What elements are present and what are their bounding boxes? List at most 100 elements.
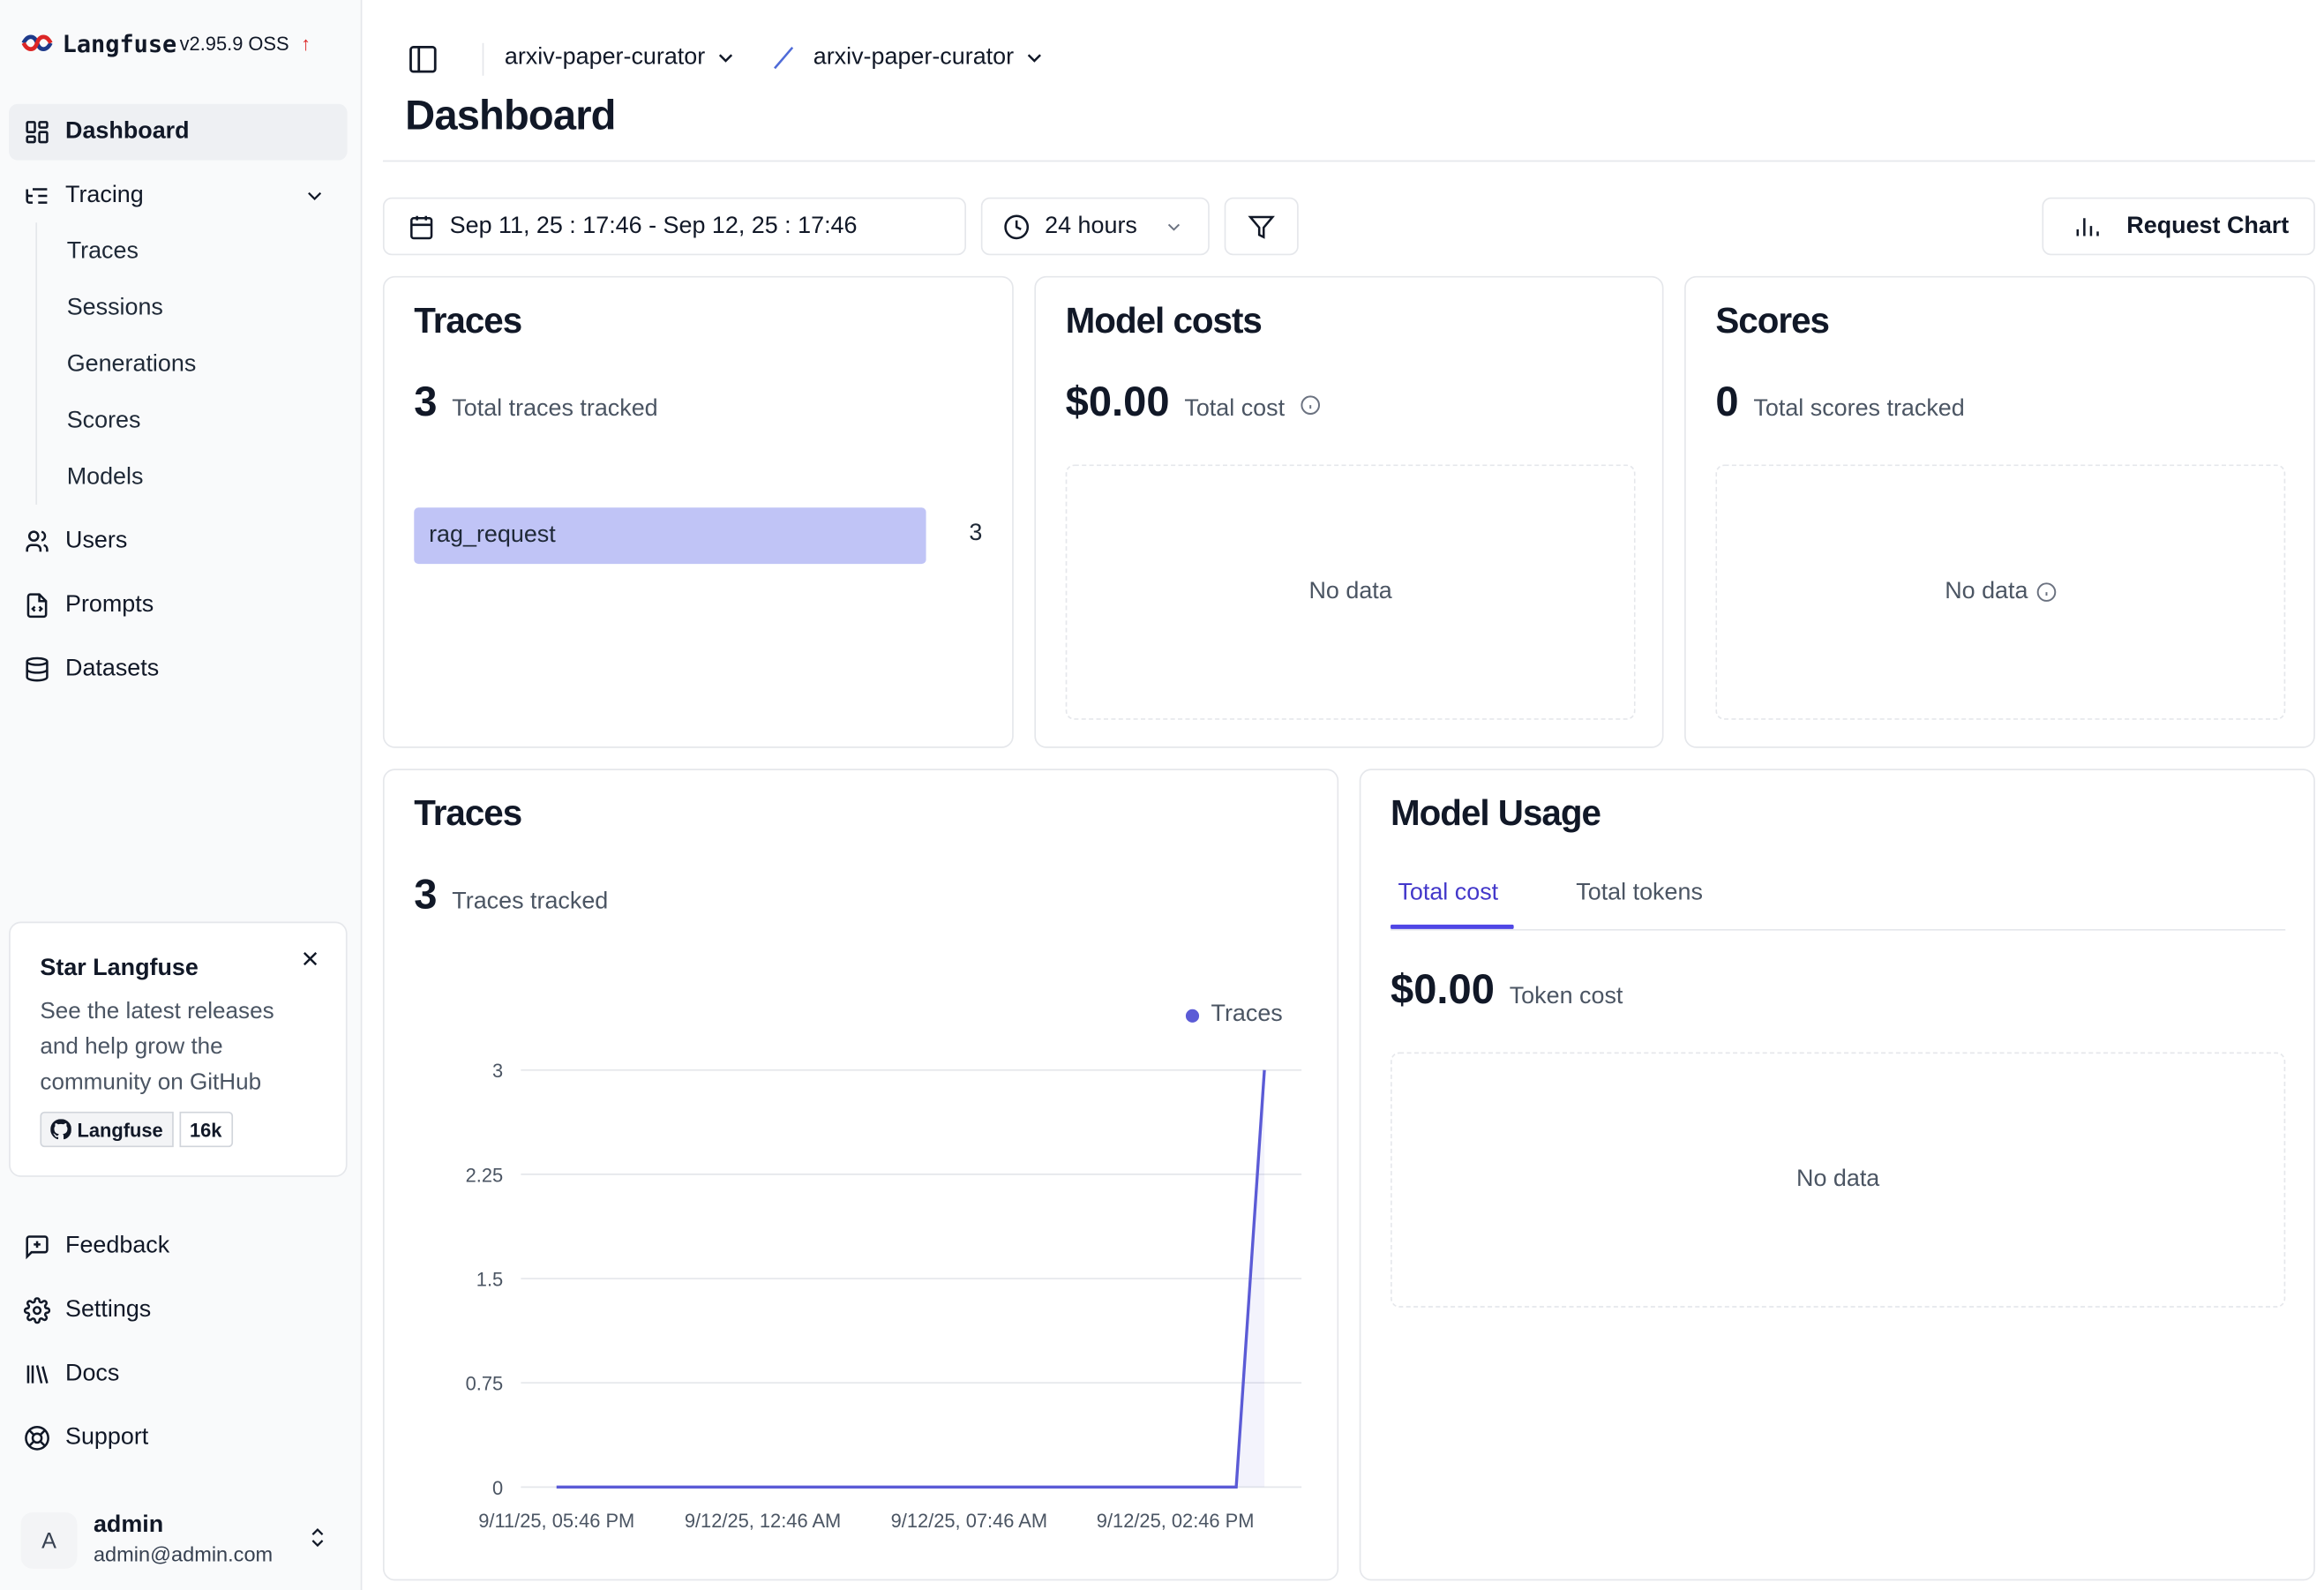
file-code-icon — [26, 593, 48, 619]
y-tick-label: 3 — [492, 1060, 503, 1082]
sidebar-item-users[interactable]: Users — [9, 514, 347, 570]
github-label[interactable]: Langfuse — [40, 1111, 174, 1148]
model-usage-metric: $0.00 Token cost — [1391, 966, 1623, 1014]
breadcrumb-project[interactable]: arxiv-paper-curator — [813, 44, 1046, 71]
settings-icon — [23, 1297, 51, 1324]
user-email: admin@admin.com — [93, 1541, 274, 1566]
traces-line-chart[interactable]: 0 0.75 1.5 2.25 3 9/11/25, 05:46 PM 9/12/25, 1… — [385, 770, 1338, 1579]
sidebar-item-label: Feedback — [65, 1233, 170, 1259]
list-tree-icon — [26, 188, 48, 204]
model-costs-metric: $0.00 Total cost — [1066, 379, 1321, 426]
tab-total-cost[interactable]: Total cost — [1398, 880, 1499, 906]
sidebar-item-models[interactable]: Models — [66, 464, 144, 491]
sidebar-item-datasets[interactable]: Datasets — [9, 641, 347, 698]
trace-name: rag_request — [429, 522, 556, 548]
app-name: Langfuse — [62, 28, 177, 57]
sidebar-item-docs[interactable]: Docs — [9, 1346, 347, 1403]
submenu-rail — [35, 222, 38, 505]
metric-value: $0.00 — [1391, 965, 1495, 1013]
metric-label: Total cost — [1184, 396, 1286, 422]
app-version: v2.95.9 OSS — [179, 32, 289, 55]
tab-total-tokens[interactable]: Total tokens — [1576, 880, 1703, 906]
x-tick-label: 9/11/25, 05:46 PM — [478, 1510, 634, 1532]
period-value: 24 hours — [1045, 213, 1137, 238]
metric-label: Token cost — [1509, 984, 1623, 1009]
sidebar-item-label: Users — [65, 528, 128, 554]
message-plus-icon — [26, 1235, 49, 1260]
info-icon[interactable] — [1300, 394, 1321, 416]
model-usage-card: Model Usage Total cost Total tokens $0.0… — [1359, 769, 2315, 1581]
sidebar-item-label: Datasets — [65, 656, 160, 682]
user-name: admin — [93, 1511, 164, 1538]
sidebar-item-sessions[interactable]: Sessions — [66, 295, 163, 321]
metric-label: Traces tracked — [452, 889, 609, 915]
sidebar-item-label: Prompts — [65, 592, 154, 618]
clock-icon — [1004, 214, 1030, 239]
sidebar-item-dashboard[interactable]: Dashboard — [9, 103, 348, 161]
github-star-button[interactable]: Langfuse 16k — [40, 1111, 233, 1148]
sidebar-item-settings[interactable]: Settings — [9, 1282, 347, 1339]
period-select[interactable]: 24 hours — [980, 197, 1210, 256]
active-tab-indicator — [1391, 924, 1514, 929]
metric-value: $0.00 — [1065, 378, 1170, 425]
series-line-traces — [556, 1069, 1266, 1489]
scores-card: Scores 0 Total scores tracked No data — [1684, 275, 2315, 748]
sidebar-toggle-icon[interactable] — [407, 43, 439, 76]
chevron-down-icon — [1168, 222, 1181, 230]
breadcrumb-org[interactable]: arxiv-paper-curator — [505, 44, 738, 71]
header-divider — [482, 42, 484, 76]
arrow-up-icon[interactable]: ↑ — [301, 32, 311, 55]
life-buoy-icon — [25, 1425, 49, 1451]
metric-label: Total scores tracked — [1753, 396, 1965, 422]
sidebar-item-tracing[interactable]: Tracing — [9, 168, 347, 224]
x-tick-label: 9/12/25, 12:46 AM — [685, 1510, 841, 1532]
sidebar-item-label: Dashboard — [65, 118, 190, 145]
date-range-value: Sep 11, 25 : 17:46 - Sep 12, 25 : 17:46 — [449, 213, 858, 238]
sidebar-item-scores[interactable]: Scores — [66, 408, 141, 434]
chevron-down-icon — [1028, 54, 1042, 63]
trace-name-bar[interactable]: rag_request — [414, 507, 926, 565]
trace-count: 3 — [969, 521, 983, 546]
sidebar-item-traces[interactable]: Traces — [66, 238, 139, 265]
card-title: Scores — [1715, 301, 1830, 341]
request-chart-label: Request Chart — [2126, 213, 2290, 238]
page-title: Dashboard — [405, 92, 616, 139]
empty-state: No data — [1715, 464, 2286, 720]
x-tick-label: 9/12/25, 07:46 AM — [891, 1510, 1047, 1532]
filter-button[interactable] — [1224, 197, 1299, 256]
sidebar-item-prompts[interactable]: Prompts — [9, 577, 347, 634]
breadcrumb-slash-icon — [774, 47, 794, 70]
sidebar-item-generations[interactable]: Generations — [66, 351, 197, 378]
user-menu[interactable]: A admin admin@admin.com — [20, 1506, 348, 1571]
request-chart-button[interactable]: Request Chart — [2042, 197, 2315, 256]
users-icon — [26, 530, 49, 552]
chart-legend: Traces — [1185, 1001, 1283, 1028]
sidebar-item-feedback[interactable]: Feedback — [9, 1219, 347, 1275]
github-icon — [50, 1119, 71, 1140]
langfuse-logo-icon — [21, 34, 53, 51]
traces-chart-metric: 3 Traces tracked — [414, 871, 608, 919]
metric-value: 3 — [414, 871, 438, 918]
calendar-icon — [410, 214, 433, 239]
bar-chart-icon — [2076, 217, 2099, 236]
chevron-down-icon[interactable] — [303, 184, 326, 208]
metric-value: 0 — [1715, 378, 1739, 425]
github-star-count[interactable]: 16k — [179, 1111, 233, 1148]
card-title: Traces — [414, 301, 522, 341]
date-range-picker[interactable]: Sep 11, 25 : 17:46 - Sep 12, 25 : 17:46 — [382, 197, 966, 256]
model-usage-tabs: Total cost Total tokens — [1391, 868, 2286, 931]
avatar: A — [20, 1511, 78, 1569]
star-card-title: Star Langfuse — [40, 956, 199, 981]
y-tick-label: 0 — [492, 1477, 503, 1499]
metric-value: 3 — [414, 378, 438, 425]
info-icon[interactable] — [2035, 581, 2057, 603]
legend-label: Traces — [1211, 1001, 1283, 1027]
sidebar-item-support[interactable]: Support — [9, 1410, 347, 1466]
brand[interactable]: Langfuse v2.95.9 OSS ↑ — [21, 26, 311, 59]
y-tick-label: 2.25 — [466, 1164, 504, 1186]
metric-label: Total traces tracked — [452, 396, 658, 422]
star-card-description: See the latest releases and help grow th… — [40, 998, 274, 1096]
close-icon[interactable] — [298, 947, 322, 971]
traces-metric: 3 Total traces tracked — [414, 379, 657, 426]
legend-swatch — [1185, 1008, 1200, 1023]
